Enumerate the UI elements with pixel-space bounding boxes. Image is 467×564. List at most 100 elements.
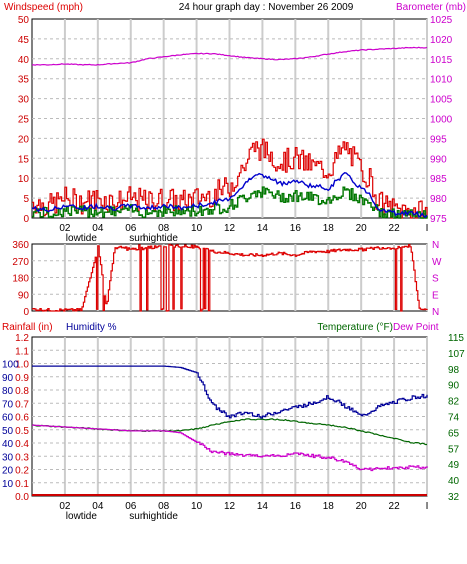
wind-y-tick-label: 40 — [18, 55, 30, 66]
humidity-line — [32, 365, 428, 419]
barometer-y-tick-label: 985 — [430, 174, 447, 185]
tide-annotation: hightide — [143, 511, 178, 522]
direction-y-tick-label: 180 — [12, 274, 29, 285]
barometer-y-tick-label: 980 — [430, 194, 447, 205]
tide-annotation: lowtide — [66, 233, 98, 244]
temperature-y-tick-label: 90 — [448, 381, 460, 392]
compass-tick-label: E — [432, 290, 439, 301]
barometer-y-tick-label: 1020 — [430, 35, 453, 46]
chart-title: 24 hour graph day : November 26 2009 — [179, 2, 354, 13]
x-tick-label: 10 — [191, 223, 203, 234]
tide-annotation: sun — [129, 233, 145, 244]
tide-annotation: lowtide — [66, 511, 98, 522]
humidity-y-tick-label: 60 — [2, 413, 14, 424]
temperature-y-tick-label: 32 — [448, 492, 460, 503]
x-tick-label: 14 — [257, 501, 269, 512]
barometer-y-tick-label: 1005 — [430, 95, 453, 106]
x-tick-label: 18 — [323, 501, 335, 512]
temperature-y-tick-label: 74 — [448, 413, 460, 424]
barometer-line — [31, 46, 428, 66]
wind-y-tick-label: 0 — [23, 214, 29, 225]
compass-tick-label: N — [432, 307, 439, 318]
barometer-y-tick-label: 1010 — [430, 75, 453, 86]
temperature-axis-title: Temperature (°F) — [317, 322, 393, 333]
barometer-y-tick-label: 990 — [430, 154, 447, 165]
wind-y-tick-label: 5 — [23, 194, 29, 205]
x-tick-label: 10 — [191, 501, 203, 512]
temperature-y-tick-label: 57 — [448, 444, 460, 455]
x-tick-label: 12 — [224, 223, 236, 234]
barometer-y-tick-label: 995 — [430, 134, 447, 145]
direction-y-tick-label: 270 — [12, 257, 29, 268]
x-tick-label: I — [426, 501, 429, 512]
windspeed-gust-line — [32, 138, 428, 219]
wind-y-tick-label: 35 — [18, 75, 30, 86]
temperature-y-tick-label: 98 — [448, 365, 460, 376]
barometer-y-tick-label: 1000 — [430, 115, 453, 126]
humidity-y-tick-label: 40 — [2, 439, 14, 450]
wind-barometer-panel: 0510152025303540455097598098599099510001… — [18, 15, 453, 244]
barometer-y-tick-label: 1025 — [430, 15, 453, 26]
barometer-y-tick-label: 1015 — [430, 55, 453, 66]
x-tick-label: 20 — [356, 223, 368, 234]
rainfall-axis-title: Rainfall (in) — [2, 322, 53, 333]
rainfall-y-tick-label: 0.7 — [15, 399, 29, 410]
temperature-y-tick-label: 40 — [448, 476, 460, 487]
temperature-y-tick-label: 107 — [448, 349, 465, 360]
humidity-y-tick-label: 50 — [2, 426, 14, 437]
x-tick-label: 16 — [290, 501, 302, 512]
rainfall-y-tick-label: 0.6 — [15, 413, 29, 424]
humidity-y-tick-label: 90 — [2, 373, 14, 384]
humidity-y-tick-label: 10 — [2, 479, 14, 490]
wind-y-tick-label: 50 — [18, 15, 30, 26]
rainfall-y-tick-label: 0.4 — [15, 439, 29, 450]
x-tick-label: 22 — [389, 223, 401, 234]
wind-y-tick-label: 25 — [18, 115, 30, 126]
temperature-y-tick-label: 115 — [448, 333, 464, 344]
wind-y-tick-label: 30 — [18, 95, 30, 106]
compass-tick-label: W — [432, 257, 442, 268]
barometer-axis-title: Barometer (mb) — [396, 2, 466, 13]
x-tick-label: I — [426, 223, 429, 234]
rainfall-y-tick-label: 0.3 — [15, 452, 29, 463]
dewpoint-line — [32, 424, 428, 472]
x-tick-label: 02 — [59, 223, 71, 234]
x-tick-label: 04 — [92, 223, 104, 234]
wind-y-tick-label: 15 — [18, 154, 30, 165]
rainfall-y-tick-label: 0.2 — [15, 466, 29, 477]
x-tick-label: 16 — [290, 223, 302, 234]
temperature-y-tick-label: 49 — [448, 460, 460, 471]
x-tick-label: 06 — [125, 223, 137, 234]
rainfall-y-tick-label: 0.9 — [15, 373, 29, 384]
rainfall-y-tick-label: 1.1 — [15, 346, 29, 357]
tide-annotation: hightide — [143, 233, 178, 244]
compass-tick-label: N — [432, 240, 439, 251]
x-tick-label: 22 — [389, 501, 401, 512]
windspeed-axis-title: Windspeed (mph) — [4, 2, 83, 13]
x-tick-label: 08 — [158, 501, 170, 512]
windspeed-average-line — [31, 172, 428, 219]
rainfall-y-tick-label: 1.2 — [15, 333, 29, 344]
direction-y-tick-label: 360 — [12, 240, 29, 251]
rainfall-y-tick-label: 0.0 — [15, 492, 29, 503]
x-tick-label: 06 — [125, 501, 137, 512]
tide-annotation: sun — [129, 511, 145, 522]
humidity-axis-title: Humidity % — [66, 322, 117, 333]
x-tick-label: 12 — [224, 501, 236, 512]
rainfall-y-tick-label: 0.8 — [15, 386, 29, 397]
windspeed-low-line — [32, 186, 428, 219]
humidity-y-tick-label: 20 — [2, 466, 14, 477]
humidity-y-tick-label: 80 — [2, 386, 14, 397]
barometer-y-tick-label: 975 — [430, 214, 447, 225]
x-tick-label: 18 — [323, 223, 335, 234]
rainfall-y-tick-label: 0.1 — [15, 479, 29, 490]
humidity-y-tick-label: 30 — [2, 452, 14, 463]
humidity-y-tick-label: 70 — [2, 399, 14, 410]
wind-y-tick-label: 10 — [18, 174, 30, 185]
x-tick-label: 14 — [257, 223, 269, 234]
compass-tick-label: S — [432, 274, 439, 285]
temperature-y-tick-label: 82 — [448, 397, 460, 408]
wind-y-tick-label: 45 — [18, 35, 30, 46]
